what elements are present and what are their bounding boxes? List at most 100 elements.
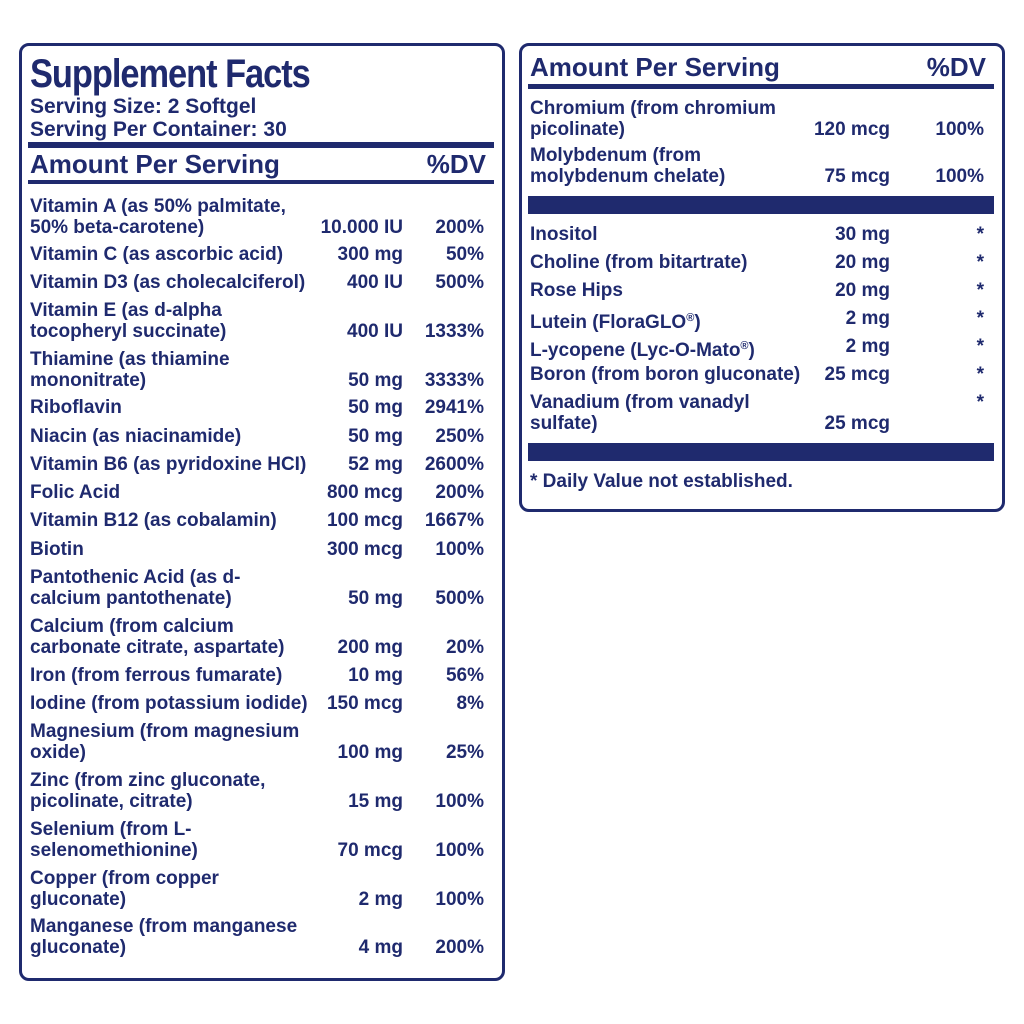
nutrient-dv: 8%	[456, 693, 484, 714]
nutrient-amount: 120 mcg	[813, 119, 890, 140]
nutrient-row: Magnesium (from magnesium oxide) 100 mg 25…	[30, 721, 484, 763]
nutrient-amount: 30 mg	[835, 224, 890, 245]
nutrient-dv: 25%	[445, 742, 484, 763]
nutrient-row: Vanadium (from vanadyl sulfate) 25 mcg *	[530, 392, 984, 434]
nutrient-amount: 10.000 IU	[320, 217, 403, 238]
nutrient-row: Vitamin D3 (as cholecalciferol) 400 IU 500…	[30, 272, 484, 293]
nutrient-name: Vitamin C (as ascorbic acid)	[30, 244, 284, 265]
nutrient-row: Selenium (from L- selenomethionine) 70 mc…	[30, 819, 484, 861]
nutrient-amount: 800 mcg	[326, 482, 403, 503]
nutrient-name: Zinc (from zinc gluconate, picolinate, c…	[30, 770, 266, 812]
nutrient-dv: 500%	[435, 588, 484, 609]
nutrient-name: Selenium (from L- selenomethionine)	[30, 819, 198, 861]
nutrient-name: Magnesium (from magnesium oxide)	[30, 721, 300, 763]
nutrient-name: Thiamine (as thiamine mononitrate)	[30, 349, 230, 391]
nutrient-name: Iodine (from potassium iodide)	[30, 693, 308, 714]
nutrient-dv: *	[976, 224, 984, 245]
nutrient-dv: 100%	[435, 889, 484, 910]
nutrient-amount: 20 mg	[835, 252, 890, 273]
nutrient-dv: *	[976, 364, 984, 385]
registered-mark: ®	[686, 312, 695, 324]
nutrient-amount: 50 mg	[348, 370, 403, 391]
nutrient-row: Copper (from copper gluconate) 2 mg 100%	[30, 868, 484, 910]
nutrient-amount: 2 mg	[845, 336, 890, 357]
nutrient-row: Manganese (from manganese gluconate) 4 mg…	[30, 916, 484, 958]
nutrient-name: Manganese (from manganese gluconate)	[30, 916, 298, 958]
dv-header: %DV	[926, 52, 986, 82]
nutrient-name: Vitamin D3 (as cholecalciferol)	[30, 272, 306, 293]
amount-per-serving-header: Amount Per Serving	[530, 52, 780, 82]
nutrient-amount: 2 mg	[358, 889, 403, 910]
nutrient-dv: *	[976, 280, 984, 301]
nutrient-name: Folic Acid	[30, 482, 121, 503]
nutrient-row: Lutein (FloraGLO®) 2 mg *	[530, 308, 984, 333]
nutrient-dv: 100%	[935, 119, 984, 140]
thick-divider	[28, 142, 494, 148]
supplement-facts-continued-panel: Amount Per Serving %DV Chromium (from ch…	[519, 43, 1005, 512]
nutrient-dv: 1667%	[424, 510, 484, 531]
nutrient-amount: 100 mcg	[326, 510, 403, 531]
nutrient-amount: 400 IU	[347, 272, 403, 293]
nutrient-row: Folic Acid 800 mcg 200%	[30, 482, 484, 503]
nutrient-row: Vitamin B12 (as cobalamin) 100 mcg 1667%	[30, 510, 484, 531]
nutrient-name: Vitamin B6 (as pyridoxine HCI)	[30, 454, 307, 475]
nutrient-row: Chromium (from chromium picolinate) 120 m…	[530, 98, 984, 140]
nutrient-row: Rose Hips 20 mg *	[530, 280, 984, 301]
nutrient-amount: 150 mcg	[326, 693, 403, 714]
header-divider	[528, 84, 994, 89]
nutrient-name: Vitamin B12 (as cobalamin)	[30, 510, 277, 531]
nutrient-dv: *	[976, 392, 984, 413]
nutrient-name: Lutein (FloraGLO®)	[530, 312, 701, 333]
nutrient-name: Vanadium (from vanadyl sulfate)	[530, 392, 750, 434]
nutrient-name: Biotin	[30, 539, 84, 560]
dv-header: %DV	[426, 149, 486, 179]
nutrient-row: Iodine (from potassium iodide) 150 mcg 8%	[30, 693, 484, 714]
nutrient-row: Biotin 300 mcg 100%	[30, 539, 484, 560]
nutrient-row: Pantothenic Acid (as d- calcium pantothe…	[30, 567, 484, 609]
nutrient-dv: *	[976, 308, 984, 329]
nutrient-amount: 25 mcg	[824, 364, 890, 385]
nutrient-dv: 50%	[445, 244, 484, 265]
nutrient-row: Choline (from bitartrate) 20 mg *	[530, 252, 984, 273]
nutrient-name: Rose Hips	[530, 280, 623, 301]
nutrient-name: Niacin (as niacinamide)	[30, 426, 242, 447]
nutrient-row: Boron (from boron gluconate) 25 mcg *	[530, 364, 984, 385]
nutrient-name: Vitamin E (as d-alpha tocopheryl succina…	[30, 300, 227, 342]
nutrient-amount: 20 mg	[835, 280, 890, 301]
nutrient-name: Calcium (from calcium carbonate citrate,…	[30, 616, 285, 658]
nutrient-name: Choline (from bitartrate)	[530, 252, 748, 273]
nutrient-dv: 100%	[435, 539, 484, 560]
nutrient-dv: 1333%	[424, 321, 484, 342]
nutrient-amount: 2 mg	[845, 308, 890, 329]
nutrient-dv: *	[976, 252, 984, 273]
amount-per-serving-header: Amount Per Serving	[30, 149, 280, 179]
nutrient-dv: 500%	[435, 272, 484, 293]
daily-value-footnote: * Daily Value not established.	[530, 471, 793, 492]
nutrient-row: Zinc (from zinc gluconate, picolinate, c…	[30, 770, 484, 812]
nutrient-amount: 10 mg	[348, 665, 403, 686]
nutrient-amount: 200 mg	[337, 637, 403, 658]
panel-title: Supplement Facts	[30, 52, 311, 96]
nutrient-name: Chromium (from chromium picolinate)	[530, 98, 776, 140]
nutrient-dv: 20%	[445, 637, 484, 658]
nutrient-row: Thiamine (as thiamine mononitrate) 50 mg 3…	[30, 349, 484, 391]
header-divider	[28, 180, 494, 184]
nutrient-name: Riboflavin	[30, 397, 122, 418]
nutrient-dv: 2600%	[424, 454, 484, 475]
nutrient-name: Boron (from boron gluconate)	[530, 364, 801, 385]
nutrient-row: Molybdenum (from molybdenum chelate) 75 m…	[530, 145, 984, 187]
nutrient-name: Molybdenum (from molybdenum chelate)	[530, 145, 726, 187]
nutrient-dv: 100%	[435, 840, 484, 861]
nutrient-dv: 200%	[435, 482, 484, 503]
nutrient-amount: 52 mg	[348, 454, 403, 475]
nutrient-amount: 100 mg	[337, 742, 403, 763]
nutrient-row: Calcium (from calcium carbonate citrate,…	[30, 616, 484, 658]
nutrient-amount: 300 mcg	[326, 539, 403, 560]
nutrient-name: Inositol	[530, 224, 598, 245]
nutrient-name: Pantothenic Acid (as d- calcium pantothe…	[30, 567, 241, 609]
nutrient-row: Iron (from ferrous fumarate) 10 mg 56%	[30, 665, 484, 686]
nutrient-dv: 100%	[935, 166, 984, 187]
nutrient-row: Vitamin A (as 50% palmitate, 50% beta-ca…	[30, 196, 484, 238]
nutrient-name: Copper (from copper gluconate)	[30, 868, 219, 910]
nutrient-dv: 100%	[435, 791, 484, 812]
